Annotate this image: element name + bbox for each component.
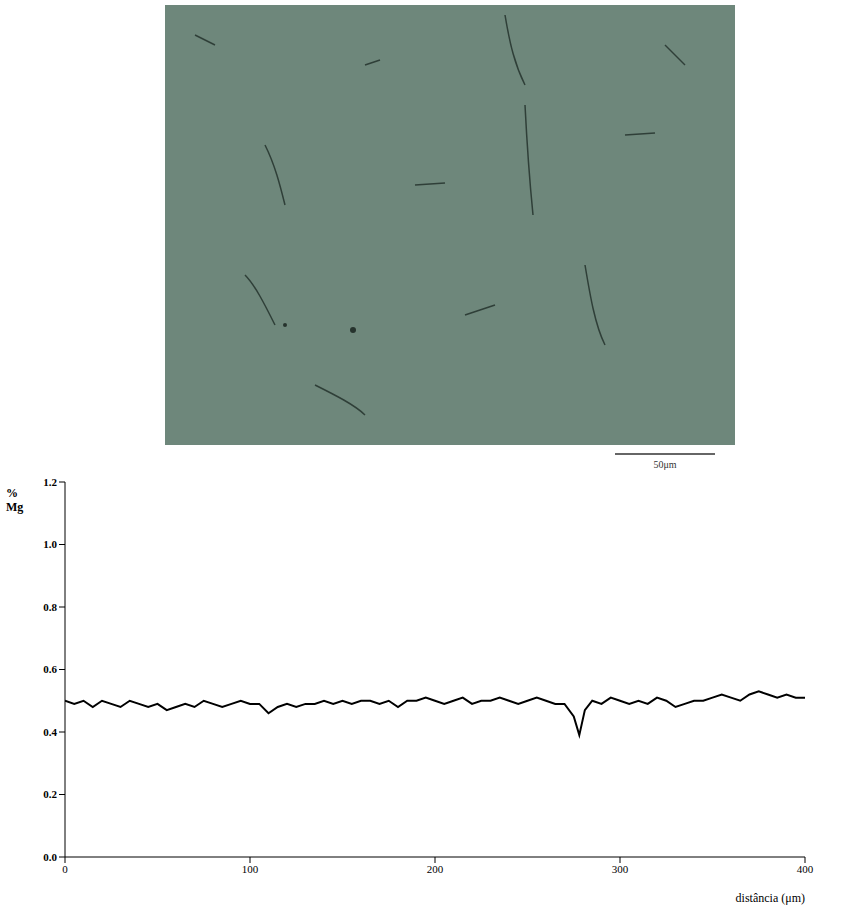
svg-text:100: 100: [242, 863, 259, 875]
svg-text:0.0: 0.0: [43, 851, 57, 863]
svg-text:0.6: 0.6: [43, 663, 57, 675]
svg-text:0.2: 0.2: [43, 788, 57, 800]
svg-text:50μm: 50μm: [653, 459, 676, 470]
svg-text:0: 0: [62, 863, 68, 875]
svg-text:0.8: 0.8: [43, 601, 57, 613]
svg-text:200: 200: [427, 863, 444, 875]
svg-text:1.0: 1.0: [43, 538, 57, 550]
svg-text:400: 400: [797, 863, 814, 875]
svg-text:300: 300: [612, 863, 629, 875]
svg-text:1.2: 1.2: [43, 476, 57, 488]
svg-text:distância (μm): distância (μm): [736, 891, 805, 905]
html-text:Mg: Mg: [6, 500, 24, 514]
svg-text:0.4: 0.4: [43, 726, 57, 738]
